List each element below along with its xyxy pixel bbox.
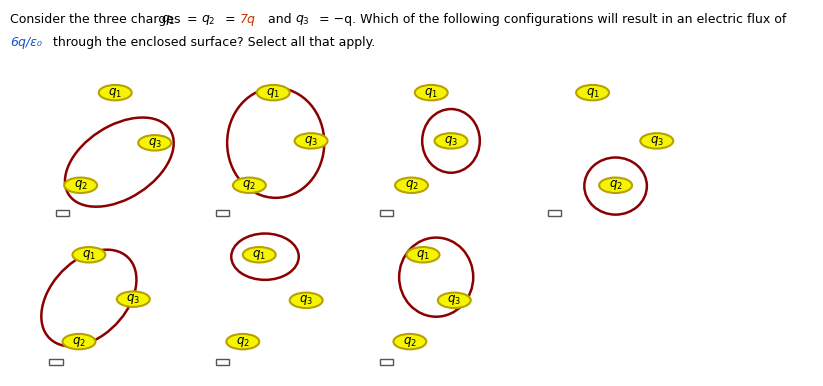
Bar [548,210,561,216]
Circle shape [599,178,632,193]
Text: $q_{1}$: $q_{1}$ [82,248,95,262]
Bar [380,210,393,216]
Circle shape [576,85,609,100]
Text: $q_{2}$: $q_{2}$ [405,178,418,192]
Circle shape [407,247,439,262]
Circle shape [415,85,448,100]
Text: $q_{1}$: $q_{1}$ [253,248,266,262]
Text: $q_{1}$: $q_{1}$ [109,86,122,100]
Text: $q_{1}$: $q_{1}$ [586,86,599,100]
Text: $q_{2}$: $q_{2}$ [72,335,86,349]
Circle shape [138,135,171,151]
Text: $q_{2}$: $q_{2}$ [609,178,622,192]
Text: $q_{3}$: $q_{3}$ [127,292,140,306]
Text: $q_{2}$: $q_{2}$ [403,335,416,349]
Text: 6q/ε₀: 6q/ε₀ [10,36,42,49]
Text: $q_3$: $q_3$ [295,13,309,27]
Circle shape [290,293,323,308]
Circle shape [226,334,259,349]
Text: =: = [221,13,240,26]
Text: $q_{1}$: $q_{1}$ [416,248,430,262]
Circle shape [243,247,276,262]
Text: $q_{2}$: $q_{2}$ [236,335,249,349]
Text: $q_{3}$: $q_{3}$ [448,293,461,307]
Text: $q_{3}$: $q_{3}$ [300,293,313,307]
Circle shape [435,133,467,149]
Circle shape [438,293,471,308]
Text: through the enclosed surface? Select all that apply.: through the enclosed surface? Select all… [49,36,375,49]
Circle shape [72,247,105,262]
Circle shape [393,334,426,349]
Text: $q_{3}$: $q_{3}$ [305,134,318,148]
Bar [56,210,69,216]
Text: = −q. Which of the following configurations will result in an electric flux of: = −q. Which of the following configurati… [315,13,787,26]
Text: =: = [183,13,202,26]
Bar [216,210,229,216]
Circle shape [63,334,95,349]
Circle shape [257,85,290,100]
Text: 7q: 7q [240,13,256,26]
Circle shape [233,178,266,193]
Text: $q_{2}$: $q_{2}$ [243,178,256,192]
Circle shape [640,133,673,149]
Circle shape [117,291,150,307]
Text: $q_{2}$: $q_{2}$ [74,178,87,192]
Text: $q_2$: $q_2$ [201,13,216,27]
Bar [380,359,393,365]
Text: $q_{3}$: $q_{3}$ [148,136,161,150]
Text: $q_{1}$: $q_{1}$ [425,86,438,100]
Text: $q_{1}$: $q_{1}$ [267,86,280,100]
Circle shape [395,178,428,193]
Circle shape [64,178,97,193]
Text: $q_{3}$: $q_{3}$ [444,134,458,148]
Text: and: and [264,13,295,26]
Text: $q_1$: $q_1$ [161,13,176,27]
Bar [49,359,63,365]
Bar [216,359,229,365]
Text: Consider the three charges: Consider the three charges [10,13,184,26]
Text: $q_{3}$: $q_{3}$ [650,134,663,148]
Circle shape [99,85,132,100]
Circle shape [295,133,328,149]
